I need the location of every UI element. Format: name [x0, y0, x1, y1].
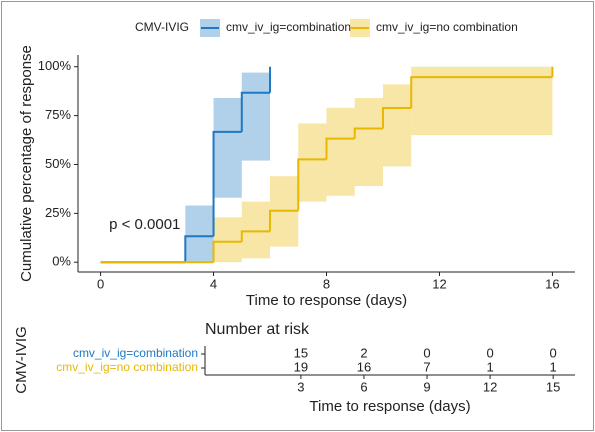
confidence-band [382, 84, 412, 167]
table-x-tick-label: 15 [546, 379, 560, 394]
confidence-band [298, 123, 327, 202]
table-x-tick-label: 12 [483, 379, 497, 394]
y-tick-label: 25% [45, 205, 71, 220]
x-axis-label: Time to response (days) [246, 292, 407, 309]
risk-count: 0 [423, 345, 430, 360]
confidence-band [354, 98, 383, 186]
step-line [212, 130, 242, 237]
p-value: p < 0.0001 [109, 216, 180, 233]
risk-count: 7 [423, 359, 430, 374]
risk-count: 0 [550, 345, 557, 360]
legend-label: cmv_iv_ig=combination [226, 20, 351, 34]
x-tick-label: 16 [545, 276, 559, 291]
table-x-tick-label: 3 [297, 379, 304, 394]
risk-count: 0 [486, 345, 493, 360]
x-tick-label: 4 [210, 276, 217, 291]
step-line [212, 240, 242, 263]
y-tick-label: 0% [52, 254, 71, 269]
step-line [381, 106, 412, 129]
x-tick-label: 12 [432, 276, 446, 291]
confidence-band [241, 72, 271, 161]
y-tick-label: 100% [38, 58, 72, 73]
risk-count: 15 [294, 345, 308, 360]
risk-count: 1 [550, 359, 557, 374]
risk-count: 2 [360, 345, 367, 360]
step-line [269, 209, 299, 232]
confidence-band [213, 217, 242, 263]
step-line [410, 76, 553, 108]
confidence-band [213, 98, 242, 198]
step-line [325, 137, 355, 160]
row-label: cmv_iv_ig=no combination [56, 360, 198, 374]
risk-count: 19 [294, 359, 308, 374]
x-tick-label: 0 [97, 276, 104, 291]
table-x-tick-label: 6 [360, 379, 367, 394]
confidence-band [326, 107, 355, 196]
risk-count: 16 [357, 359, 371, 374]
table-x-label: Time to response (days) [309, 398, 470, 415]
step-line [297, 158, 327, 211]
step-line [240, 230, 271, 242]
y-tick-label: 75% [45, 107, 71, 122]
step-line [240, 91, 271, 132]
row-label: cmv_iv_ig=combination [73, 346, 198, 360]
x-tick-label: 8 [323, 276, 330, 291]
legend-label: cmv_iv_ig=no combination [376, 20, 518, 34]
table-y-label: CMV-IVIG [13, 326, 30, 394]
y-tick-label: 50% [45, 156, 71, 171]
y-axis-label: Cumulative percentage of response [18, 45, 35, 282]
step-line [184, 235, 214, 263]
table-title: Number at risk [205, 321, 310, 338]
confidence-band [241, 201, 271, 259]
confidence-band [185, 205, 214, 263]
legend-title: CMV-IVIG [135, 20, 189, 34]
confidence-band [411, 66, 553, 136]
table-x-tick-label: 9 [423, 379, 430, 394]
step-line [353, 127, 383, 139]
risk-count: 1 [486, 359, 493, 374]
